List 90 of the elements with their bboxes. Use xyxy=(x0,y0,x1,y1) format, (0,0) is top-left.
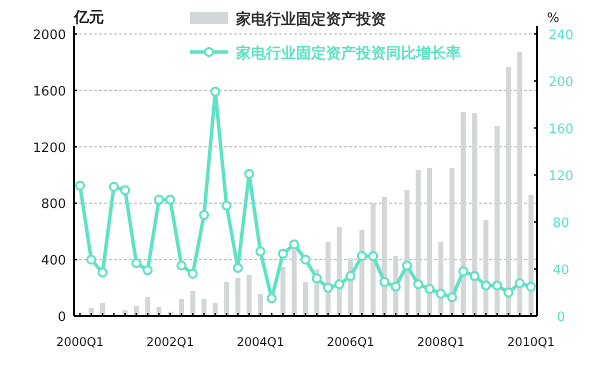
point xyxy=(312,273,322,284)
point xyxy=(266,293,277,304)
point xyxy=(379,276,390,287)
y2-axis-title: % xyxy=(547,11,560,26)
point xyxy=(75,180,85,191)
point xyxy=(402,260,412,270)
point xyxy=(98,268,108,278)
point xyxy=(210,86,220,97)
bar xyxy=(246,274,252,316)
point xyxy=(526,282,536,292)
point xyxy=(120,185,130,196)
legend-label: 家电行业固定资产投资同比增长率 xyxy=(235,44,461,62)
bar xyxy=(178,298,184,316)
point xyxy=(480,280,491,290)
x-tick-label: 2000Q1 xyxy=(56,335,104,349)
point xyxy=(176,260,186,270)
x-tick-label: 2004Q1 xyxy=(236,335,284,349)
point xyxy=(244,168,254,179)
point xyxy=(255,246,266,256)
bar xyxy=(460,112,466,316)
y2-tick-label: 0 xyxy=(556,310,566,325)
bar xyxy=(100,303,106,316)
y2-tick-label: 240 xyxy=(548,28,574,43)
bar xyxy=(258,294,263,316)
point xyxy=(492,280,502,290)
point xyxy=(199,210,210,220)
bar xyxy=(517,52,522,316)
bar xyxy=(528,195,534,316)
y-tick-label: 400 xyxy=(41,254,66,269)
y-tick-label: 1600 xyxy=(32,84,66,100)
bar xyxy=(224,282,230,316)
y-axis-title: 亿元 xyxy=(73,8,104,26)
point xyxy=(222,200,232,211)
x-tick-label: 2002Q1 xyxy=(146,335,194,349)
point xyxy=(436,288,446,299)
point xyxy=(278,248,288,259)
y2-tick-label: 160 xyxy=(548,122,574,137)
point xyxy=(232,262,243,273)
x-tick-label: 2006Q1 xyxy=(326,335,374,349)
point xyxy=(165,194,176,205)
point xyxy=(503,288,514,298)
bar xyxy=(202,298,207,316)
bar xyxy=(450,168,455,316)
bar xyxy=(472,112,478,316)
point xyxy=(86,254,96,265)
x-tick-label: 2008Q1 xyxy=(416,335,465,349)
x-tick-label: 2010Q1 xyxy=(507,335,555,349)
y2-tick-label: 200 xyxy=(548,75,574,90)
bar xyxy=(145,296,150,316)
y-tick-label: 800 xyxy=(41,197,66,212)
bar xyxy=(336,227,342,316)
point xyxy=(131,258,142,268)
point xyxy=(108,182,119,192)
bar xyxy=(427,168,432,316)
point xyxy=(413,279,424,290)
y2-tick-label: 80 xyxy=(552,216,570,231)
y-tick-label: 1200 xyxy=(32,140,66,156)
point xyxy=(142,265,153,276)
legend-label: 家电行业固定资产投资 xyxy=(235,10,386,28)
y2-tick-label: 120 xyxy=(548,169,574,184)
point xyxy=(514,278,525,288)
point xyxy=(188,268,198,279)
point xyxy=(447,292,458,302)
point xyxy=(470,271,480,282)
bar xyxy=(280,266,286,316)
point xyxy=(154,194,164,205)
bar xyxy=(483,220,488,316)
bar xyxy=(494,126,500,316)
bar xyxy=(382,196,387,316)
point xyxy=(323,282,334,293)
bar xyxy=(190,291,196,316)
point xyxy=(390,282,401,292)
point xyxy=(424,284,435,294)
y-tick-label: 2000 xyxy=(32,28,66,43)
point xyxy=(289,239,300,250)
point xyxy=(368,251,378,262)
point xyxy=(300,254,310,265)
y2-tick-label: 40 xyxy=(552,263,570,278)
y-tick-label: 0 xyxy=(58,310,66,325)
bar xyxy=(235,278,240,316)
bar xyxy=(292,250,297,316)
bar xyxy=(212,303,218,316)
bar xyxy=(303,282,308,316)
point xyxy=(334,279,344,290)
bar xyxy=(416,170,421,316)
point xyxy=(356,251,367,262)
bar xyxy=(506,66,511,316)
bar xyxy=(404,190,410,316)
point xyxy=(458,266,468,276)
point xyxy=(346,271,356,282)
